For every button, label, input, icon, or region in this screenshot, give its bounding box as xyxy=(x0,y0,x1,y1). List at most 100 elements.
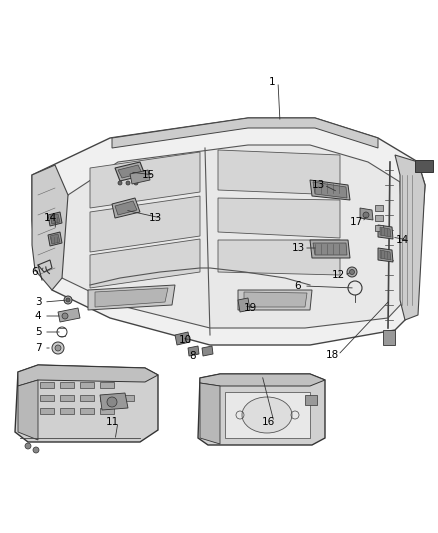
Bar xyxy=(60,408,74,414)
Polygon shape xyxy=(310,240,350,258)
Text: 11: 11 xyxy=(106,417,119,427)
Text: 13: 13 xyxy=(291,243,304,253)
Circle shape xyxy=(62,313,68,319)
Bar xyxy=(305,395,317,405)
Polygon shape xyxy=(90,239,200,288)
Text: 19: 19 xyxy=(244,303,257,313)
Text: 18: 18 xyxy=(325,350,339,360)
Polygon shape xyxy=(200,374,325,386)
Polygon shape xyxy=(360,208,373,220)
Polygon shape xyxy=(50,234,60,244)
Polygon shape xyxy=(202,346,213,356)
Polygon shape xyxy=(112,118,378,148)
Text: 14: 14 xyxy=(43,213,57,223)
Polygon shape xyxy=(18,380,38,440)
Polygon shape xyxy=(395,155,425,320)
Circle shape xyxy=(363,212,369,218)
Polygon shape xyxy=(32,118,425,345)
Ellipse shape xyxy=(242,397,292,433)
Circle shape xyxy=(350,270,354,274)
Polygon shape xyxy=(100,393,128,410)
Polygon shape xyxy=(380,250,391,260)
Polygon shape xyxy=(198,374,325,445)
Polygon shape xyxy=(115,201,137,215)
Bar xyxy=(40,395,54,401)
Polygon shape xyxy=(218,150,340,195)
Text: 16: 16 xyxy=(261,417,275,427)
Polygon shape xyxy=(244,292,307,307)
Polygon shape xyxy=(130,170,150,184)
Polygon shape xyxy=(238,290,312,310)
Text: 13: 13 xyxy=(148,213,162,223)
Polygon shape xyxy=(48,212,62,226)
Bar xyxy=(80,382,94,388)
Bar xyxy=(375,205,383,211)
Bar xyxy=(100,395,114,401)
Circle shape xyxy=(55,345,61,351)
Text: 12: 12 xyxy=(332,270,345,280)
Polygon shape xyxy=(218,198,340,238)
Circle shape xyxy=(107,397,117,407)
Polygon shape xyxy=(225,392,310,438)
Bar xyxy=(375,215,383,221)
Polygon shape xyxy=(18,365,158,386)
Text: 1: 1 xyxy=(268,77,276,87)
Bar xyxy=(100,408,114,414)
Polygon shape xyxy=(238,298,250,312)
Polygon shape xyxy=(90,196,200,252)
Text: 7: 7 xyxy=(35,343,41,353)
Text: 15: 15 xyxy=(141,170,155,180)
Circle shape xyxy=(126,181,130,185)
Polygon shape xyxy=(32,165,68,290)
Circle shape xyxy=(66,298,70,302)
Polygon shape xyxy=(378,225,393,239)
Polygon shape xyxy=(115,162,145,181)
Text: 3: 3 xyxy=(35,297,41,307)
Polygon shape xyxy=(188,346,199,356)
Polygon shape xyxy=(218,240,340,275)
Bar xyxy=(60,395,74,401)
Polygon shape xyxy=(378,248,393,262)
Polygon shape xyxy=(88,285,175,310)
Text: 13: 13 xyxy=(311,180,325,190)
Bar xyxy=(100,382,114,388)
Circle shape xyxy=(52,342,64,354)
Text: 6: 6 xyxy=(295,281,301,291)
Circle shape xyxy=(64,296,72,304)
Text: 10: 10 xyxy=(178,335,191,345)
Text: 6: 6 xyxy=(32,267,38,277)
Polygon shape xyxy=(112,198,140,218)
Polygon shape xyxy=(90,152,200,208)
Polygon shape xyxy=(58,308,80,322)
Polygon shape xyxy=(95,288,168,307)
Text: 14: 14 xyxy=(396,235,409,245)
Bar xyxy=(383,330,395,345)
Bar xyxy=(80,395,94,401)
Circle shape xyxy=(118,181,122,185)
Polygon shape xyxy=(175,332,190,345)
Circle shape xyxy=(347,267,357,277)
Polygon shape xyxy=(313,243,347,255)
Polygon shape xyxy=(200,383,220,444)
Text: 4: 4 xyxy=(35,311,41,321)
Polygon shape xyxy=(380,227,391,237)
Bar xyxy=(120,395,134,401)
Polygon shape xyxy=(118,165,142,178)
Circle shape xyxy=(25,443,31,449)
Text: 8: 8 xyxy=(190,351,196,361)
Polygon shape xyxy=(50,214,60,224)
Text: 5: 5 xyxy=(35,327,41,337)
Bar xyxy=(40,382,54,388)
Polygon shape xyxy=(48,232,62,246)
Polygon shape xyxy=(310,180,350,200)
Bar xyxy=(415,160,433,172)
Circle shape xyxy=(134,181,138,185)
Bar xyxy=(60,382,74,388)
Polygon shape xyxy=(15,365,158,442)
Polygon shape xyxy=(313,182,347,198)
Bar xyxy=(40,408,54,414)
Circle shape xyxy=(33,447,39,453)
Text: 17: 17 xyxy=(350,217,363,227)
Bar xyxy=(375,225,383,231)
Polygon shape xyxy=(50,145,405,328)
